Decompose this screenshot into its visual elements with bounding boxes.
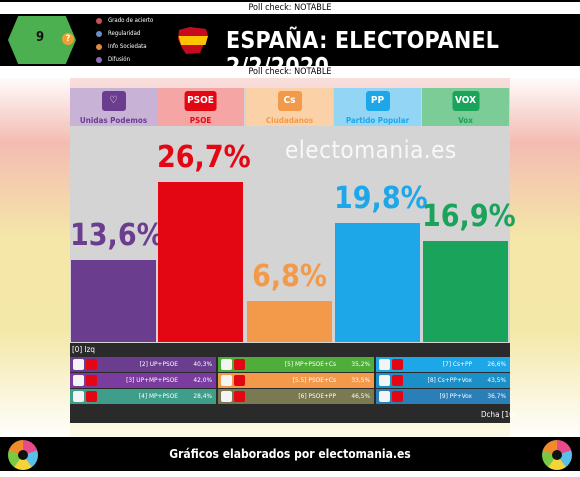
coalition-row-8: [9] PP+Vox 36,7% — [376, 389, 510, 404]
coalition-name: [8] Cs+PP+Vox — [427, 376, 472, 384]
logo-core-icon — [552, 450, 562, 460]
party-header-1: PSOE PSOE — [157, 88, 244, 126]
party-chip-icon — [221, 359, 232, 370]
bar-value-label-2: 6,8% — [252, 259, 327, 295]
coalition-percent: 46,5% — [351, 392, 370, 400]
footer-credit: Gráficos elaborados por electomania.es — [169, 447, 411, 461]
coalition-percent: 35,2% — [351, 360, 370, 368]
right-gradient-stripe — [510, 78, 580, 437]
coalition-row-4: [5.5] PSOE+Cs 33,5% — [218, 373, 374, 388]
poll-check-top: Poll check: NOTABLE — [0, 2, 580, 14]
party-chip-icon — [86, 391, 97, 402]
party-chip-icon — [221, 391, 232, 402]
coalition-percent: 33,5% — [351, 376, 370, 384]
party-chip-icon — [379, 375, 390, 386]
bar-4 — [423, 240, 508, 342]
coalition-name: [6] PSOE+PP — [298, 392, 336, 400]
legend-row-3: Difusión — [92, 54, 158, 66]
coalition-row-6: [7] Cs+PP 26,6% — [376, 357, 510, 372]
coalition-row-1: [3] UP+MP+PSOE 42,0% — [70, 373, 216, 388]
score-value: 9 — [36, 30, 45, 45]
party-logo-icon: Cs — [277, 91, 302, 111]
party-chip-icon — [392, 391, 403, 402]
party-chip-icon — [73, 391, 84, 402]
coalition-percent: 36,7% — [487, 392, 506, 400]
party-header-0: ♡ Unidas Podemos — [70, 88, 157, 126]
right-scale-label: Dcha [10] — [481, 410, 517, 419]
electomania-logo-right — [542, 440, 572, 470]
party-logo-icon: VOX — [451, 91, 480, 111]
legend-row-1: Regularidad — [92, 28, 158, 40]
legend-label-3: Difusión — [108, 56, 131, 63]
bar-3 — [335, 223, 420, 342]
bar-value-label-3: 19,8% — [334, 181, 428, 217]
party-name-label: Unidas Podemos — [79, 116, 148, 125]
party-chip-icon — [379, 391, 390, 402]
bar-value-label-0: 13,6% — [70, 218, 164, 254]
coalition-percent: 43,5% — [487, 376, 506, 384]
party-name-label: Ciudadanos — [265, 116, 314, 125]
coalition-name: [4] MP+PSOE — [138, 392, 178, 400]
party-logo-icon: PP — [365, 91, 390, 111]
footer-bar — [0, 437, 580, 471]
legend-dot-icon — [96, 57, 102, 63]
coalition-row-3: [5] MP+PSOE+Cs 35,2% — [218, 357, 374, 372]
spain-map-flag-icon — [178, 27, 208, 54]
party-chip-icon — [221, 375, 232, 386]
logo-core-icon — [18, 450, 28, 460]
score-flag-icon: ? — [62, 33, 74, 45]
party-chip-icon — [379, 359, 390, 370]
coalition-row-5: [6] PSOE+PP 46,5% — [218, 389, 374, 404]
coalition-name: [7] Cs+PP — [442, 360, 472, 368]
bar-value-label-1: 26,7% — [157, 139, 251, 175]
legend-row-0: Grado de acierto — [92, 15, 158, 27]
party-chip-icon — [73, 375, 84, 386]
party-chip-icon — [392, 375, 403, 386]
party-header-3: PP Partido Popular — [334, 88, 421, 126]
party-name-label: PSOE — [189, 116, 212, 125]
coalition-name: [5] MP+PSOE+Cs — [284, 360, 336, 368]
coalition-percent: 40,3% — [193, 360, 212, 368]
party-name-label: Vox — [458, 116, 473, 125]
legend-label-0: Grado de acierto — [108, 17, 154, 24]
party-chip-icon — [234, 375, 245, 386]
legend-row-2: Info Sociedata — [92, 41, 158, 53]
bar-value-label-4: 16,9% — [422, 198, 516, 234]
rating-legend: Grado de acierto Regularidad Info Socied… — [92, 15, 158, 67]
coalition-percent: 26,6% — [487, 360, 506, 368]
party-logo-icon: ♡ — [101, 91, 126, 111]
party-header-2: Cs Ciudadanos — [246, 88, 333, 126]
party-chip-icon — [234, 359, 245, 370]
legend-dot-icon — [96, 44, 102, 50]
coalition-percent: 28,4% — [193, 392, 212, 400]
coalition-name: [2] UP+PSOE — [139, 360, 178, 368]
poll-check-bottom: Poll check: NOTABLE — [0, 66, 580, 78]
watermark: electomania.es — [285, 136, 457, 164]
left-scale-label: [0] Izq — [72, 345, 95, 354]
party-chip-icon — [392, 359, 403, 370]
coalition-name: [5.5] PSOE+Cs — [292, 376, 336, 384]
party-chip-icon — [73, 359, 84, 370]
bar-0 — [71, 260, 156, 342]
coalition-percent: 42,0% — [193, 376, 212, 384]
legend-dot-icon — [96, 18, 102, 24]
coalition-row-0: [2] UP+PSOE 40,3% — [70, 357, 216, 372]
party-chip-icon — [86, 359, 97, 370]
legend-dot-icon — [96, 31, 102, 37]
bar-1 — [158, 181, 243, 342]
coalition-row-7: [8] Cs+PP+Vox 43,5% — [376, 373, 510, 388]
party-logo-icon: PSOE — [184, 91, 217, 111]
legend-label-2: Info Sociedata — [108, 43, 147, 50]
legend-label-1: Regularidad — [108, 30, 141, 37]
coalition-name: [9] PP+Vox — [439, 392, 472, 400]
party-header-4: VOX Vox — [422, 88, 509, 126]
party-chip-icon — [234, 391, 245, 402]
electomania-logo-left — [8, 440, 38, 470]
party-chip-icon — [86, 375, 97, 386]
party-name-label: Partido Popular — [345, 116, 410, 125]
coalition-row-2: [4] MP+PSOE 28,4% — [70, 389, 216, 404]
left-gradient-stripe — [0, 78, 70, 437]
bar-2 — [247, 301, 332, 342]
coalition-name: [3] UP+MP+PSOE — [126, 376, 178, 384]
